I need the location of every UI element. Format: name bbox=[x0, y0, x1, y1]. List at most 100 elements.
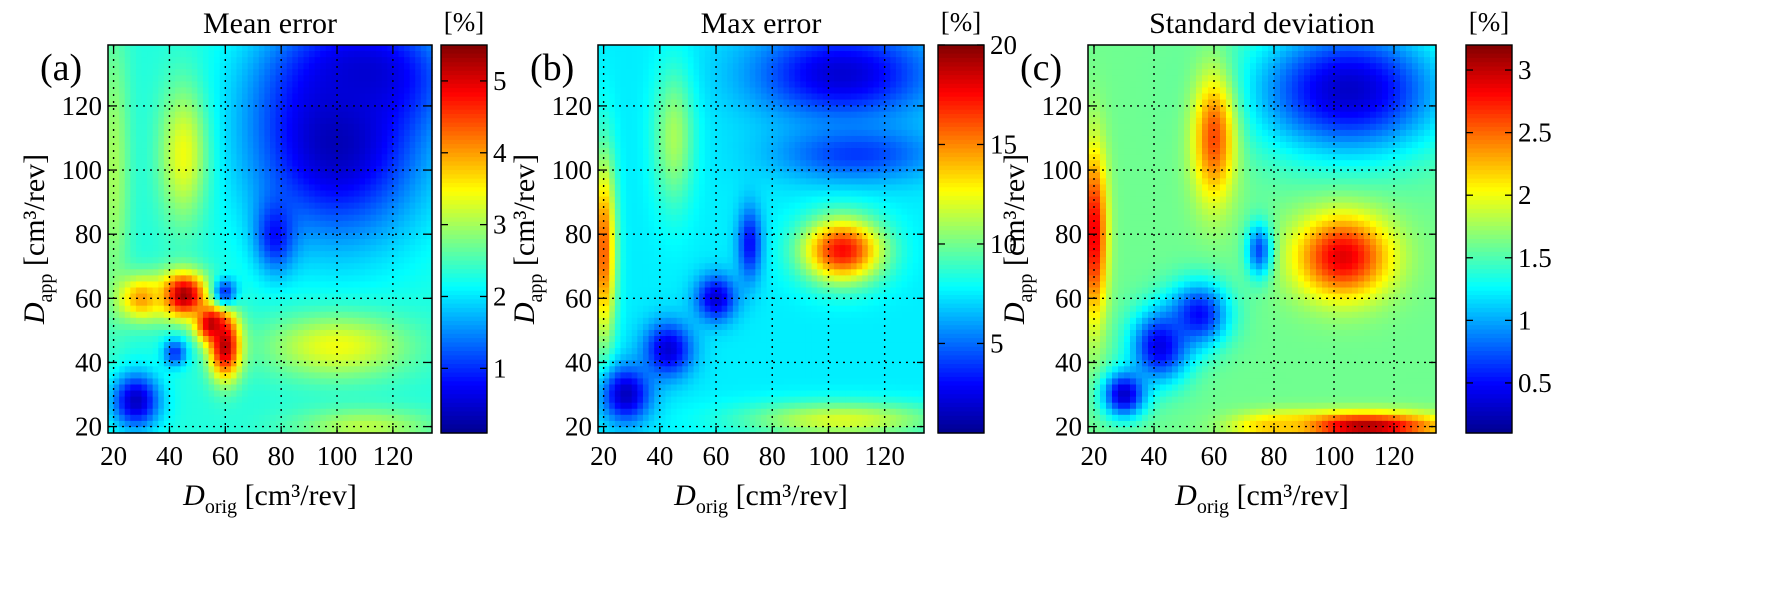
heatmap-cell bbox=[108, 81, 115, 89]
heatmap-cell bbox=[598, 226, 605, 234]
heatmap-cell bbox=[342, 123, 349, 131]
heatmap-cell bbox=[147, 305, 154, 313]
heatmap-cell bbox=[309, 202, 316, 210]
heatmap-cell bbox=[671, 281, 678, 289]
heatmap-cell bbox=[286, 426, 293, 434]
heatmap-cell bbox=[609, 329, 616, 337]
heatmap-cell bbox=[671, 366, 678, 373]
heatmap-cell bbox=[409, 148, 416, 155]
heatmap-cell bbox=[292, 281, 299, 289]
heatmap-cell bbox=[682, 384, 689, 392]
heatmap-cell bbox=[676, 420, 683, 428]
heatmap-cell bbox=[124, 336, 131, 343]
heatmap-cell bbox=[169, 51, 176, 58]
heatmap-cell bbox=[292, 208, 299, 216]
heatmap-cell bbox=[359, 281, 366, 289]
heatmap-cell bbox=[175, 178, 182, 186]
heatmap-cell bbox=[620, 329, 627, 337]
heatmap-cell bbox=[147, 354, 154, 361]
heatmap-cell bbox=[387, 378, 394, 386]
colorbar-swatch bbox=[441, 217, 487, 223]
heatmap-cell bbox=[147, 81, 154, 89]
heatmap-cell bbox=[230, 190, 238, 198]
heatmap-cell bbox=[314, 142, 321, 149]
heatmap-cell bbox=[603, 135, 610, 143]
heatmap-cell bbox=[169, 293, 176, 301]
heatmap-cell bbox=[381, 184, 388, 192]
heatmap-cell bbox=[409, 305, 416, 313]
heatmap-cell bbox=[637, 384, 644, 392]
heatmap-cell bbox=[348, 360, 355, 367]
heatmap-cell bbox=[202, 426, 210, 434]
heatmap-cell bbox=[214, 57, 221, 64]
heatmap-cell bbox=[659, 408, 667, 416]
heatmap-cell bbox=[676, 378, 683, 386]
heatmap-cell bbox=[309, 420, 316, 428]
heatmap-cell bbox=[314, 172, 321, 179]
heatmap-cell bbox=[197, 287, 204, 295]
heatmap-cell bbox=[331, 360, 338, 367]
heatmap-cell bbox=[124, 166, 131, 173]
x-tick-label: 80 bbox=[268, 441, 295, 471]
heatmap-cell bbox=[620, 420, 627, 428]
heatmap-cell bbox=[392, 336, 400, 343]
heatmap-cell bbox=[197, 323, 204, 331]
heatmap-cell bbox=[236, 220, 243, 228]
heatmap-cell bbox=[420, 342, 428, 349]
heatmap-cell bbox=[671, 360, 678, 367]
heatmap-cell bbox=[392, 354, 400, 361]
heatmap-cell bbox=[676, 257, 683, 264]
heatmap-cell bbox=[342, 63, 349, 70]
heatmap-cell bbox=[225, 154, 232, 161]
heatmap-cell bbox=[314, 378, 321, 386]
heatmap-cell bbox=[693, 57, 700, 64]
heatmap-cell bbox=[348, 329, 355, 337]
heatmap-cell bbox=[202, 390, 210, 398]
heatmap-cell bbox=[648, 184, 655, 192]
heatmap-cell bbox=[108, 111, 115, 119]
heatmap-cell bbox=[197, 220, 204, 228]
heatmap-cell bbox=[676, 214, 683, 222]
heatmap-cell bbox=[637, 129, 644, 137]
heatmap-cell bbox=[642, 366, 650, 373]
heatmap-cell bbox=[370, 135, 377, 143]
heatmap-cell bbox=[364, 414, 372, 422]
heatmap-cell bbox=[687, 196, 695, 204]
heatmap-cell bbox=[676, 160, 683, 167]
heatmap-cell bbox=[331, 87, 338, 95]
heatmap-cell bbox=[292, 51, 299, 58]
heatmap-cell bbox=[387, 220, 394, 228]
heatmap-cell bbox=[353, 75, 360, 82]
heatmap-cell bbox=[415, 51, 422, 58]
heatmap-cell bbox=[309, 245, 316, 252]
heatmap-cell bbox=[292, 111, 299, 119]
heatmap-cell bbox=[130, 111, 137, 119]
heatmap-cell bbox=[191, 372, 198, 380]
heatmap-cell bbox=[191, 226, 198, 234]
heatmap-cell bbox=[353, 378, 360, 386]
heatmap-cell bbox=[169, 287, 176, 295]
heatmap-cell bbox=[331, 117, 338, 125]
heatmap-cell bbox=[214, 69, 221, 76]
heatmap-cell bbox=[158, 99, 165, 107]
heatmap-cell bbox=[665, 372, 672, 380]
heatmap-cell bbox=[620, 63, 627, 70]
heatmap-cell bbox=[398, 239, 405, 246]
heatmap-cell bbox=[337, 123, 344, 131]
heatmap-cell bbox=[348, 420, 355, 428]
heatmap-cell bbox=[598, 372, 605, 380]
heatmap-cell bbox=[186, 117, 193, 125]
heatmap-cell bbox=[337, 87, 344, 95]
heatmap-cell bbox=[342, 117, 349, 125]
heatmap-cell bbox=[163, 208, 171, 216]
heatmap-cell bbox=[364, 257, 372, 264]
heatmap-cell bbox=[665, 257, 672, 264]
heatmap-cell bbox=[614, 184, 622, 192]
heatmap-cell bbox=[309, 123, 316, 131]
heatmap-cell bbox=[180, 311, 187, 319]
heatmap-cell bbox=[609, 57, 616, 64]
heatmap-cell bbox=[275, 396, 282, 404]
heatmap-cell bbox=[420, 129, 428, 137]
heatmap-cell bbox=[676, 57, 683, 64]
heatmap-cell bbox=[654, 305, 661, 313]
